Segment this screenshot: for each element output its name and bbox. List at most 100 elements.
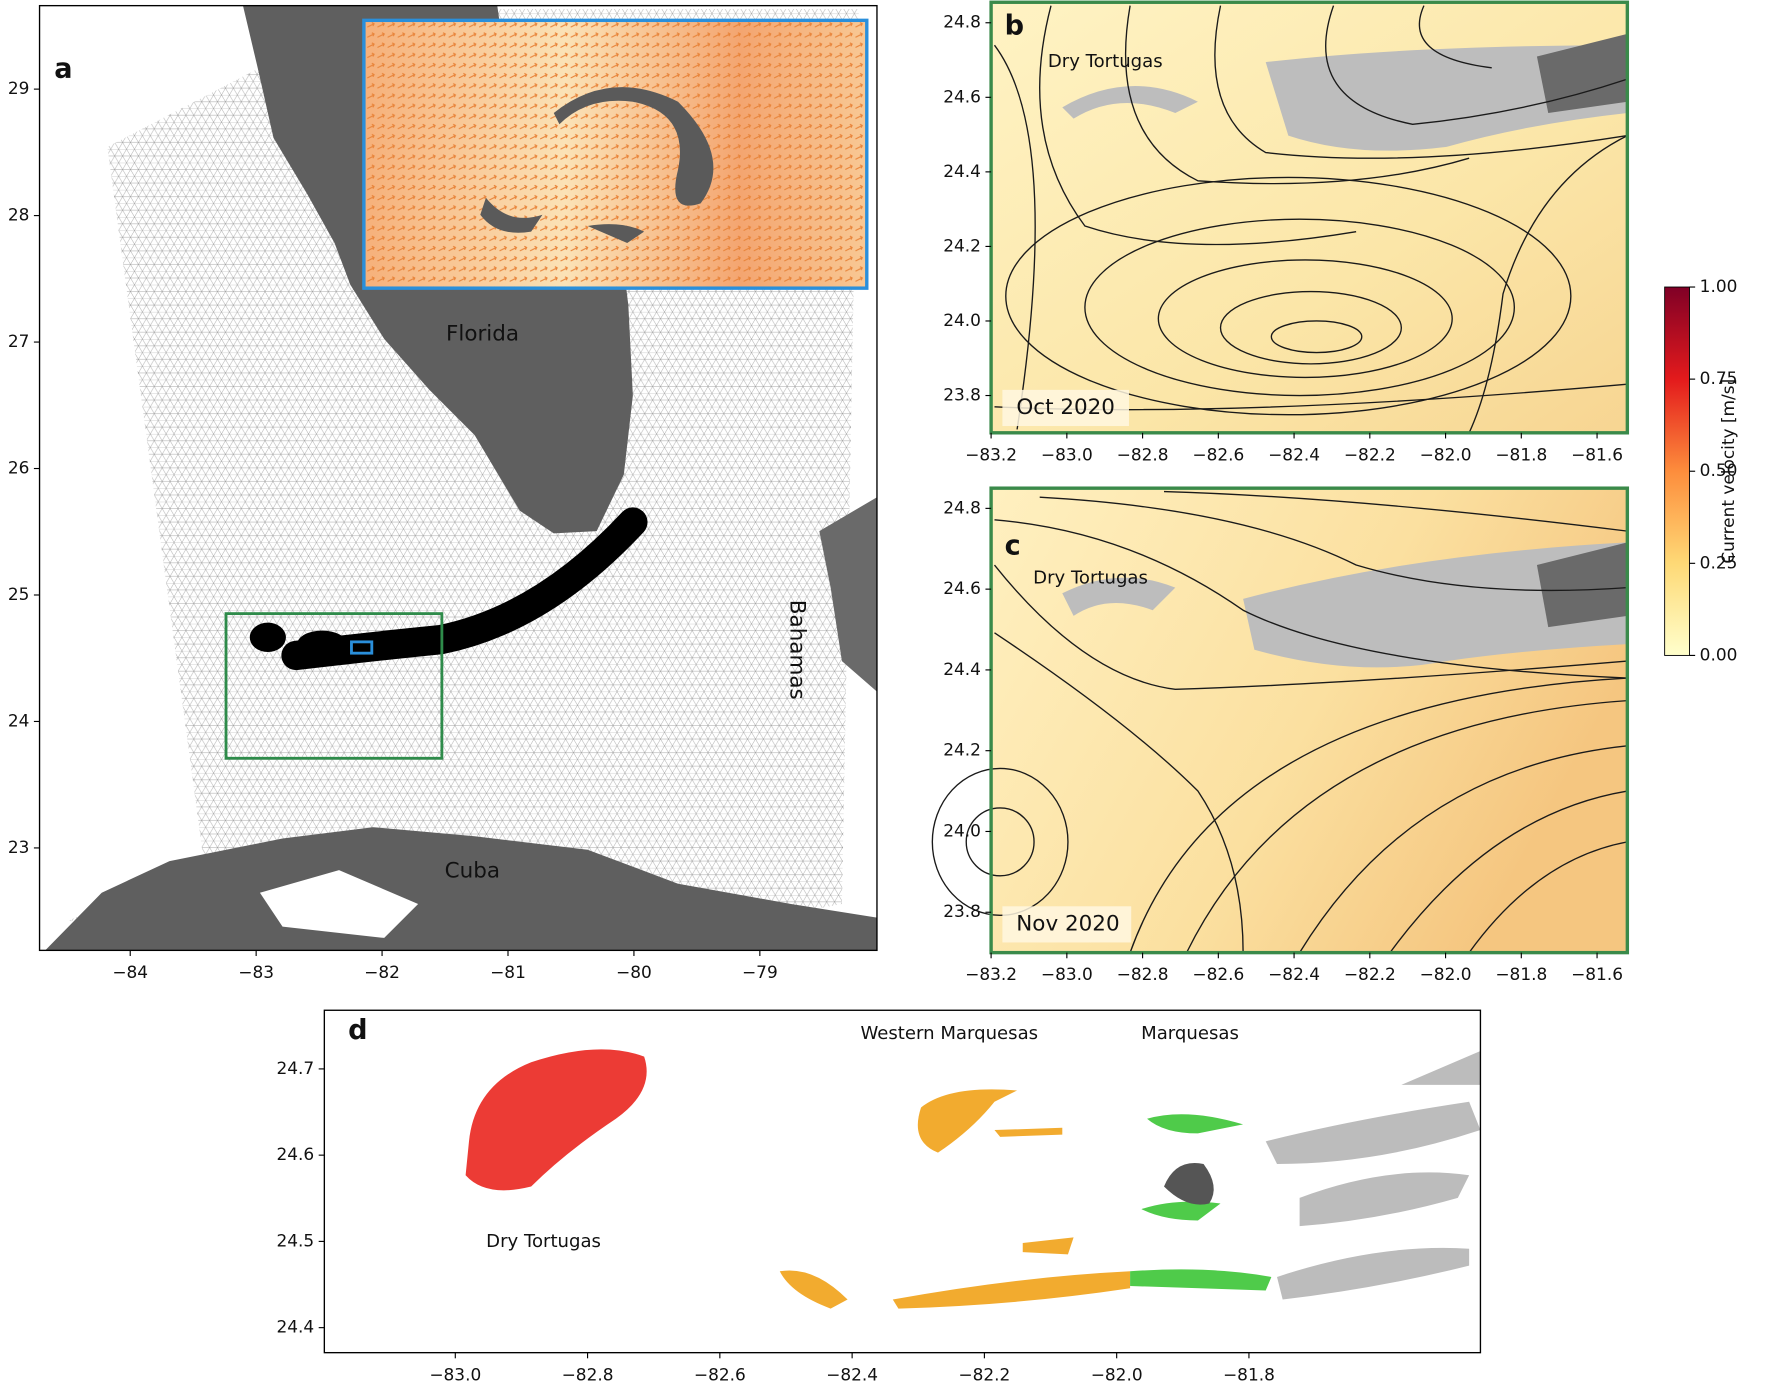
y-tick-label: 23.8 <box>943 901 981 921</box>
panel-d: d Western Marquesas Marquesas Dry Tortug… <box>323 1009 1482 1354</box>
y-tick-label: 24.8 <box>943 497 981 517</box>
x-tick-label: −83.2 <box>965 964 1017 984</box>
panel-label: a <box>54 54 72 85</box>
x-tick-label: −82.4 <box>826 1364 878 1384</box>
x-tick-label: −82.0 <box>1091 1364 1143 1384</box>
streamlines <box>931 490 1628 954</box>
place-label: Bahamas <box>785 600 810 700</box>
x-tick-label: −82.2 <box>1344 444 1396 464</box>
place-label: Dry Tortugas <box>1033 568 1148 589</box>
x-tick-label: −82.6 <box>1192 964 1244 984</box>
x-tick-label: −82.6 <box>1192 444 1244 464</box>
x-tick-label: −82.6 <box>694 1364 746 1384</box>
y-tick-label: 27 <box>8 331 30 351</box>
reef-western-marquesas <box>779 1089 1131 1309</box>
colorbar-tick-label: 1.00 <box>1700 276 1738 296</box>
reef-area <box>1062 542 1628 668</box>
colorbar: Current velocity [m/s] <box>1664 286 1738 656</box>
x-tick-label: −82.4 <box>1268 444 1320 464</box>
y-tick-label: 24.6 <box>943 578 981 598</box>
y-tick-label: 24.6 <box>943 86 981 106</box>
y-tick-label: 26 <box>8 458 30 478</box>
y-tick-label: 23 <box>8 837 30 857</box>
panel-frame <box>38 4 878 952</box>
x-tick-label: −83.0 <box>429 1364 481 1384</box>
x-tick-label: −84 <box>112 962 148 982</box>
marquesas-mesh <box>297 630 347 658</box>
place-label: Dry Tortugas <box>486 1231 601 1252</box>
colorbar-label: Current velocity [m/s] <box>1718 379 1738 564</box>
x-tick-label: −83 <box>238 962 274 982</box>
streamlines <box>993 5 1628 434</box>
x-tick-label: −81.8 <box>1223 1364 1275 1384</box>
florida-keys-mesh <box>281 507 648 671</box>
period-label: Oct 2020 <box>1016 395 1115 420</box>
reef-area <box>1062 45 1628 151</box>
panel-label: b <box>1005 11 1024 42</box>
x-tick-label: −82.0 <box>1420 964 1472 984</box>
land <box>1536 542 1628 628</box>
x-tick-label: −81.8 <box>1495 444 1547 464</box>
y-tick-label: 24 <box>8 710 30 730</box>
panel-label: c <box>1005 530 1021 561</box>
panel-b: b Dry Tortugas Oct 2020 <box>989 0 1630 435</box>
y-tick-label: 29 <box>8 78 30 98</box>
place-label: Western Marquesas <box>860 1023 1038 1044</box>
panel-frame <box>989 486 1630 955</box>
inset-frame <box>362 18 869 290</box>
x-tick-label: −82.8 <box>1117 964 1169 984</box>
x-tick-label: −81 <box>490 962 526 982</box>
reef-dry-tortugas <box>465 1049 647 1191</box>
y-tick-label: 24.4 <box>276 1317 314 1337</box>
x-tick-label: −83.2 <box>965 444 1017 464</box>
period-box <box>1002 389 1129 427</box>
bahamas-land <box>819 497 877 692</box>
inset-arrows <box>363 20 867 289</box>
y-tick-label: 24.4 <box>943 161 981 181</box>
land <box>1164 1163 1214 1205</box>
place-label: Dry Tortugas <box>1048 51 1163 72</box>
y-tick-label: 23.8 <box>943 385 981 405</box>
land <box>1536 33 1628 114</box>
x-tick-label: −82.0 <box>1420 444 1472 464</box>
y-tick-label: 24.2 <box>943 235 981 255</box>
colorbar-tick-label: 0.75 <box>1700 368 1738 388</box>
x-tick-label: −79 <box>742 962 778 982</box>
x-tick-label: −83.0 <box>1041 444 1093 464</box>
place-label: Florida <box>446 321 519 346</box>
region-inset-box <box>350 640 374 655</box>
panel-label: d <box>348 1015 367 1046</box>
x-tick-label: −81.6 <box>1571 444 1623 464</box>
x-tick-label: −82.2 <box>1344 964 1396 984</box>
y-tick-label: 24.0 <box>943 820 981 840</box>
x-tick-label: −81.8 <box>1495 964 1547 984</box>
y-tick-label: 24.7 <box>276 1058 314 1078</box>
x-tick-label: −82.8 <box>562 1364 614 1384</box>
panel-frame <box>989 0 1630 435</box>
y-tick-label: 25 <box>8 584 30 604</box>
colorbar-tick-label: 0.00 <box>1700 644 1738 664</box>
y-tick-label: 24.8 <box>943 12 981 32</box>
inset-island <box>553 87 714 206</box>
y-tick-label: 24.2 <box>943 740 981 760</box>
colorbar-tick-label: 0.50 <box>1700 460 1738 480</box>
x-tick-label: −82.2 <box>958 1364 1010 1384</box>
x-tick-label: −82 <box>364 962 400 982</box>
reef-other <box>1265 1050 1481 1300</box>
place-label: Marquesas <box>1141 1023 1239 1044</box>
y-tick-label: 24.5 <box>276 1230 314 1250</box>
colorbar-tick-label: 0.25 <box>1700 552 1738 572</box>
x-tick-label: −80 <box>616 962 652 982</box>
y-tick-label: 28 <box>8 205 30 225</box>
island <box>259 870 419 938</box>
colorbar-scale <box>1664 286 1690 656</box>
x-tick-label: −82.8 <box>1117 444 1169 464</box>
x-tick-label: −82.4 <box>1268 964 1320 984</box>
y-tick-label: 24.4 <box>943 659 981 679</box>
y-tick-label: 24.0 <box>943 310 981 330</box>
inset-island <box>480 197 645 243</box>
cuba-land <box>45 827 877 951</box>
panel-a: a Florida Cuba Bahamas <box>38 4 878 952</box>
panel-c: c Dry Tortugas Nov 2020 <box>931 486 1630 955</box>
